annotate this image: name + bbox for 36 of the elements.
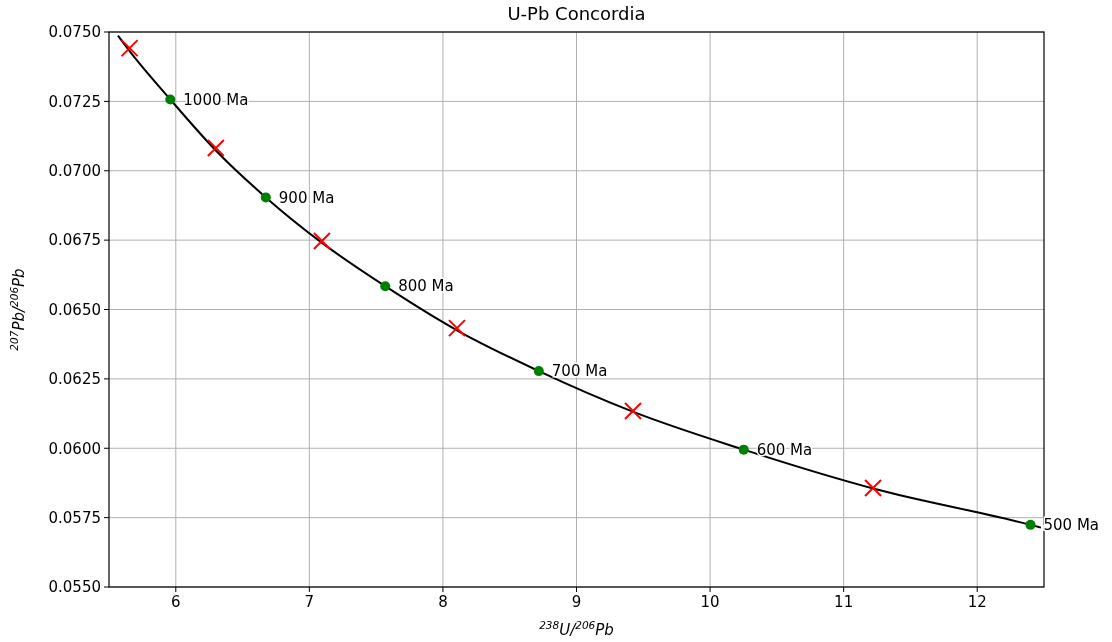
x-tick-label: 9 <box>571 593 582 611</box>
x-tick-label: 11 <box>834 593 854 611</box>
point <box>533 366 544 377</box>
point <box>380 281 391 292</box>
y-tick-label: 0.0575 <box>48 508 101 527</box>
point <box>206 139 225 157</box>
y-tick-label: 0.0625 <box>48 370 101 389</box>
point <box>120 39 139 58</box>
annotation: 700 Ma <box>551 362 608 381</box>
annotation: 800 Ma <box>398 277 454 296</box>
y-tick-label: 0.0550 <box>48 578 101 597</box>
x-axis-title: $^{238}$U/$^{206}$Pb <box>539 619 614 639</box>
y-tick-label: 0.0650 <box>48 300 101 319</box>
line-series <box>116 34 1042 529</box>
point <box>312 231 331 250</box>
point <box>260 192 271 203</box>
x-tick-label: 6 <box>171 593 181 611</box>
annotation: 600 Ma <box>756 440 813 459</box>
annotation: 900 Ma <box>278 188 335 207</box>
x-tick-label: 10 <box>700 593 720 611</box>
y-tick-label: 0.0700 <box>48 162 101 180</box>
y-tick-label: 0.0600 <box>48 439 101 458</box>
x-tick-label: 7 <box>304 593 315 611</box>
y-tick-label: 0.0725 <box>48 92 101 111</box>
y-tick-label: 0.0750 <box>48 23 101 42</box>
point <box>165 94 176 105</box>
y-tick-label: 0.0675 <box>48 231 101 250</box>
annotation: 1000 Ma <box>183 90 249 109</box>
point <box>738 444 749 455</box>
x-tick-label: 8 <box>438 593 448 611</box>
chart-title: U-Pb Concordia <box>507 3 646 24</box>
point <box>1025 519 1036 530</box>
x-tick-label: 12 <box>967 593 987 611</box>
point <box>864 478 883 497</box>
point <box>624 402 642 421</box>
point <box>447 319 466 338</box>
